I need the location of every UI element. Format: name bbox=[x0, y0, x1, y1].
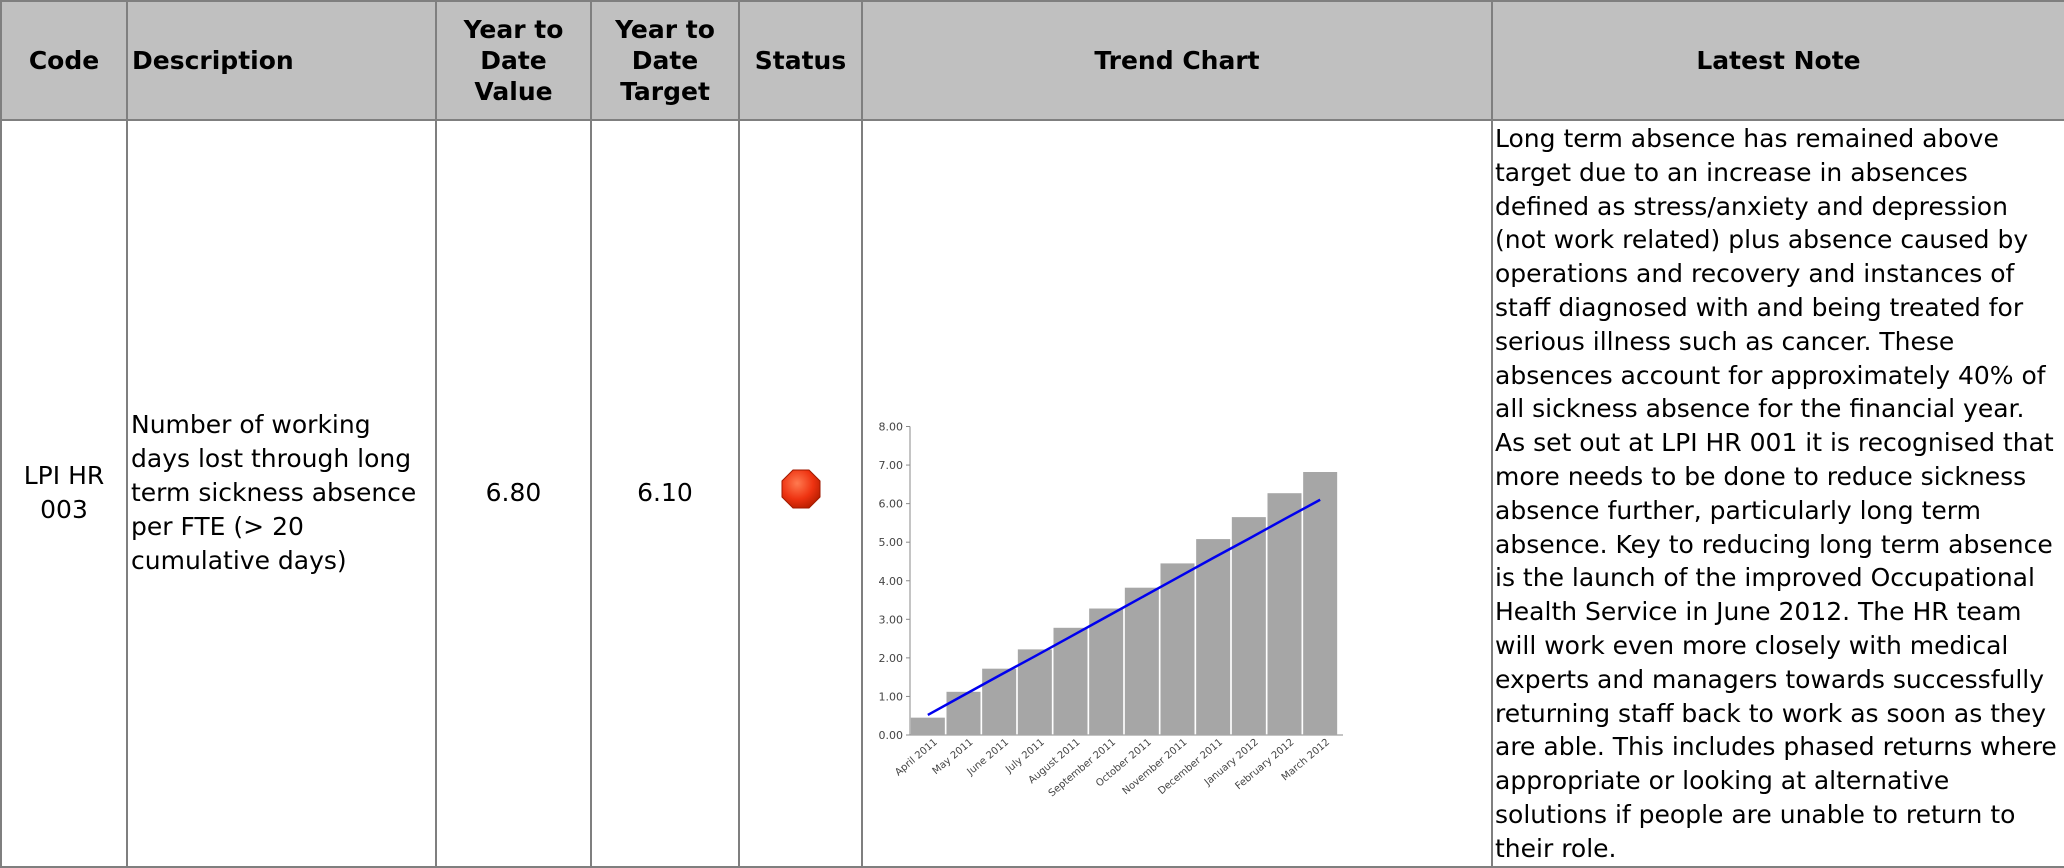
x-tick-label: September 2011 bbox=[1047, 737, 1118, 799]
header-description: Description bbox=[126, 0, 437, 121]
code-cell: LPI HR 003 bbox=[0, 119, 128, 868]
trend-chart: 0.001.002.003.004.005.006.007.008.00Apri… bbox=[879, 421, 1343, 799]
red-octagon-icon bbox=[781, 469, 820, 509]
x-tick-label: November 2011 bbox=[1121, 737, 1190, 797]
description-cell: Number of working days lost through long… bbox=[126, 119, 437, 868]
bar bbox=[1196, 539, 1231, 736]
bar bbox=[1267, 493, 1302, 736]
table-row: LPI HR 003 Number of working days lost t… bbox=[0, 119, 2064, 868]
header-row: Code Description Year to Date Value Year… bbox=[0, 0, 2064, 121]
header-status: Status bbox=[738, 0, 863, 121]
trend-line bbox=[927, 498, 1321, 717]
bar bbox=[1124, 587, 1159, 736]
status-cell bbox=[738, 119, 863, 868]
y-tick-label: 5.00 bbox=[879, 536, 904, 549]
bar bbox=[982, 668, 1017, 736]
header-ytd-value: Year to Date Value bbox=[435, 0, 592, 121]
y-tick-label: 2.00 bbox=[879, 652, 904, 665]
header-code: Code bbox=[0, 0, 128, 121]
y-tick-label: 0.00 bbox=[879, 729, 904, 742]
bar bbox=[1089, 608, 1124, 736]
ytd-value-cell: 6.80 bbox=[435, 119, 592, 868]
bar bbox=[1231, 517, 1266, 736]
bar bbox=[1160, 563, 1195, 736]
header-trend-chart: Trend Chart bbox=[861, 0, 1493, 121]
x-tick-label: December 2011 bbox=[1156, 737, 1225, 797]
header-latest-note: Latest Note bbox=[1491, 0, 2064, 121]
bar bbox=[946, 692, 981, 736]
y-tick-label: 6.00 bbox=[879, 498, 904, 511]
latest-note-cell: Long term absence has remained above tar… bbox=[1491, 119, 2064, 868]
trend-chart-cell: 0.00 1.00 2.00 3.00 4.00 5.00 6.00 7.00 8.00 Apri… bbox=[861, 119, 1493, 868]
header-ytd-target: Year to Date Target bbox=[590, 0, 740, 121]
y-tick-label: 1.00 bbox=[879, 691, 904, 704]
bar bbox=[1303, 472, 1338, 736]
bar bbox=[1053, 628, 1088, 736]
bar bbox=[910, 717, 945, 736]
y-tick-label: 8.00 bbox=[879, 421, 904, 434]
y-tick-label: 7.00 bbox=[879, 459, 904, 472]
ytd-target-cell: 6.10 bbox=[590, 119, 740, 868]
y-tick-label: 3.00 bbox=[879, 614, 904, 627]
y-tick-label: 4.00 bbox=[879, 575, 904, 588]
